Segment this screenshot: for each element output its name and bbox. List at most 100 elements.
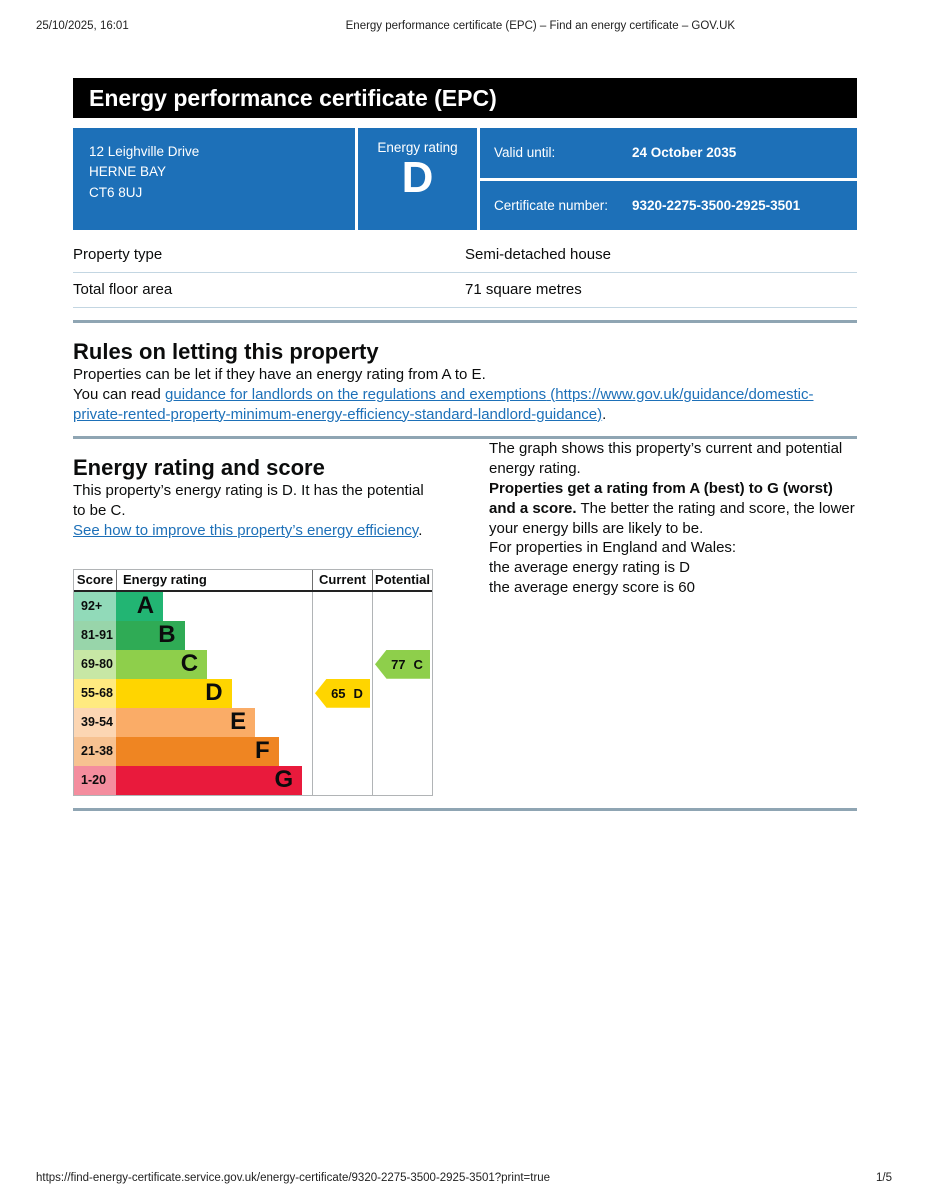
print-page-title: Energy performance certificate (EPC) – F… <box>345 20 736 32</box>
epc-bar-cell: E <box>116 707 312 737</box>
guidance-text-prefix: You can read <box>73 385 166 403</box>
improve-suffix: . <box>418 521 423 539</box>
epc-bar-cell: D <box>116 678 312 708</box>
epc-potential-cell <box>372 707 432 737</box>
epc-potential-cell: 77 C <box>372 649 432 679</box>
epc-bar-cell: C <box>116 649 312 679</box>
energy-rating-label: Energy rating <box>377 140 458 155</box>
property-details-table: Property type Semi-detached house Total … <box>73 238 857 308</box>
table-row: Total floor area 71 square metres <box>73 272 857 308</box>
epc-current-cell: 65 D <box>312 678 372 708</box>
epc-band-row: 39-54 E <box>74 707 432 737</box>
rating-heading: Energy rating and score <box>73 455 325 481</box>
epc-header-potential: Potential <box>372 569 432 590</box>
rating-explainer-bold: Properties get a rating from A (best) to… <box>489 479 833 517</box>
epc-band-row: 55-68 D 65 D <box>74 678 432 708</box>
potential-rating-arrow: 77 C <box>375 649 430 679</box>
epc-current-cell <box>312 620 372 650</box>
epc-current-cell <box>312 591 372 621</box>
epc-score-range: 55-68 <box>74 678 116 708</box>
certificate-number-value: 9320-2275-3500-2925-3501 <box>632 197 801 213</box>
print-datetime: 25/10/2025, 16:01 <box>36 20 129 32</box>
england-wales-paragraph: For properties in England and Wales: <box>489 539 737 557</box>
address-line-3: CT6 8UJ <box>89 184 143 200</box>
epc-potential-cell <box>372 591 432 621</box>
certificate-meta: Valid until: 24 October 2035 Certificate… <box>480 128 857 230</box>
epc-current-cell <box>312 736 372 766</box>
epc-score-range: 69-80 <box>74 649 116 679</box>
print-url: https://find-energy-certificate.service.… <box>36 1172 551 1184</box>
landlord-guidance-link-url: (https://www.gov.uk/guidance/domestic-pr… <box>73 385 814 423</box>
rules-heading: Rules on letting this property <box>73 339 379 364</box>
epc-band-letter: E <box>230 708 247 736</box>
epc-banner: Energy performance certificate (EPC) <box>73 78 857 118</box>
property-address: 12 Leighville Drive HERNE BAY CT6 8UJ <box>73 128 355 230</box>
floor-area-label: Total floor area <box>73 272 465 308</box>
rating-left-column: Energy rating and score This property’s … <box>73 439 433 796</box>
epc-score-range: 92+ <box>74 591 116 621</box>
valid-until-label: Valid until: <box>494 145 556 161</box>
epc-band-row: 1-20 G <box>74 765 432 795</box>
epc-score-range: 81-91 <box>74 620 116 650</box>
epc-band-bar: G <box>116 765 303 795</box>
certificate-content: Energy performance certificate (EPC) 12 … <box>73 78 857 811</box>
certificate-number-label: Certificate number: <box>494 197 609 213</box>
epc-header-score: Score <box>76 571 114 587</box>
rating-summary-paragraph: This property’s energy rating is D. It h… <box>73 482 424 520</box>
epc-header-energy-rating: Energy rating <box>116 569 312 590</box>
landlord-guidance-link-text: guidance for landlords on the regulation… <box>165 385 547 403</box>
epc-potential-cell <box>372 620 432 650</box>
property-type-label: Property type <box>73 238 465 273</box>
epc-band-bar: D <box>116 678 232 708</box>
improve-efficiency-link-text: See how to improve this property’s energ… <box>73 521 419 539</box>
epc-bar-cell: A <box>116 591 312 621</box>
landlord-guidance-link[interactable]: guidance for landlords on the regulation… <box>73 386 813 423</box>
valid-until-row: Valid until: 24 October 2035 <box>480 128 857 178</box>
epc-rating-chart: Score Energy rating Current Potential 92… <box>73 568 433 796</box>
rating-right-column: The graph shows this property’s current … <box>489 439 857 795</box>
epc-bar-cell: F <box>116 736 312 766</box>
epc-score-range: 39-54 <box>74 707 116 737</box>
valid-until-value: 24 October 2035 <box>632 145 737 161</box>
improve-paragraph: See how to improve this property’s energ… <box>73 521 433 541</box>
epc-score-range: 1-20 <box>74 765 116 795</box>
epc-band-letter: A <box>136 592 155 620</box>
certificate-number-row: Certificate number: 9320-2275-3500-2925-… <box>480 180 857 230</box>
epc-band-letter: G <box>274 766 294 794</box>
print-footer: https://find-energy-certificate.service.… <box>36 1172 892 1184</box>
section-divider <box>73 807 857 811</box>
address-line-2: HERNE BAY <box>89 164 167 180</box>
epc-band-letter: F <box>255 737 270 765</box>
section-divider <box>73 436 857 440</box>
property-type-value: Semi-detached house <box>465 238 857 273</box>
energy-rating-panel: Energy rating D <box>358 128 477 230</box>
epc-band-letter: C <box>180 650 199 678</box>
improve-efficiency-link[interactable]: See how to improve this property’s energ… <box>73 522 418 539</box>
epc-band-bar: A <box>116 591 164 621</box>
epc-chart-header: Score Energy rating Current Potential <box>74 569 432 592</box>
energy-rating-value: D <box>401 153 434 202</box>
page-number: 1/5 <box>876 1172 892 1184</box>
epc-bar-cell: G <box>116 765 312 795</box>
epc-current-cell <box>312 765 372 795</box>
epc-potential-cell <box>372 678 432 708</box>
epc-band-letter: B <box>158 621 176 649</box>
certificate-summary-box: 12 Leighville Drive HERNE BAY CT6 8UJ En… <box>73 128 857 230</box>
epc-band-row: 69-80 C 77 C <box>74 649 432 679</box>
epc-band-bar: C <box>116 649 208 679</box>
epc-band-bar: F <box>116 736 279 766</box>
epc-band-bar: E <box>116 707 256 737</box>
floor-area-value: 71 square metres <box>465 272 857 308</box>
rating-explainer-rest: The better the rating and score, the low… <box>489 499 855 537</box>
table-row: Property type Semi-detached house <box>73 238 857 273</box>
address-line-1: 12 Leighville Drive <box>89 144 200 159</box>
epc-band-letter: D <box>205 679 223 707</box>
rules-section: Rules on letting this property Propertie… <box>73 339 857 424</box>
section-divider <box>73 320 857 323</box>
epc-chart-body: 92+ A 81-91 B 69-80 C 77 C 55-68 D 65 D 39-54 E 21-38 F… <box>74 591 432 795</box>
guidance-text-suffix: . <box>602 405 607 423</box>
epc-band-row: 21-38 F <box>74 736 432 766</box>
epc-score-range: 21-38 <box>74 736 116 766</box>
epc-header-current: Current <box>312 569 372 590</box>
rating-explainer-paragraph: Properties get a rating from A (best) to… <box>489 479 857 538</box>
